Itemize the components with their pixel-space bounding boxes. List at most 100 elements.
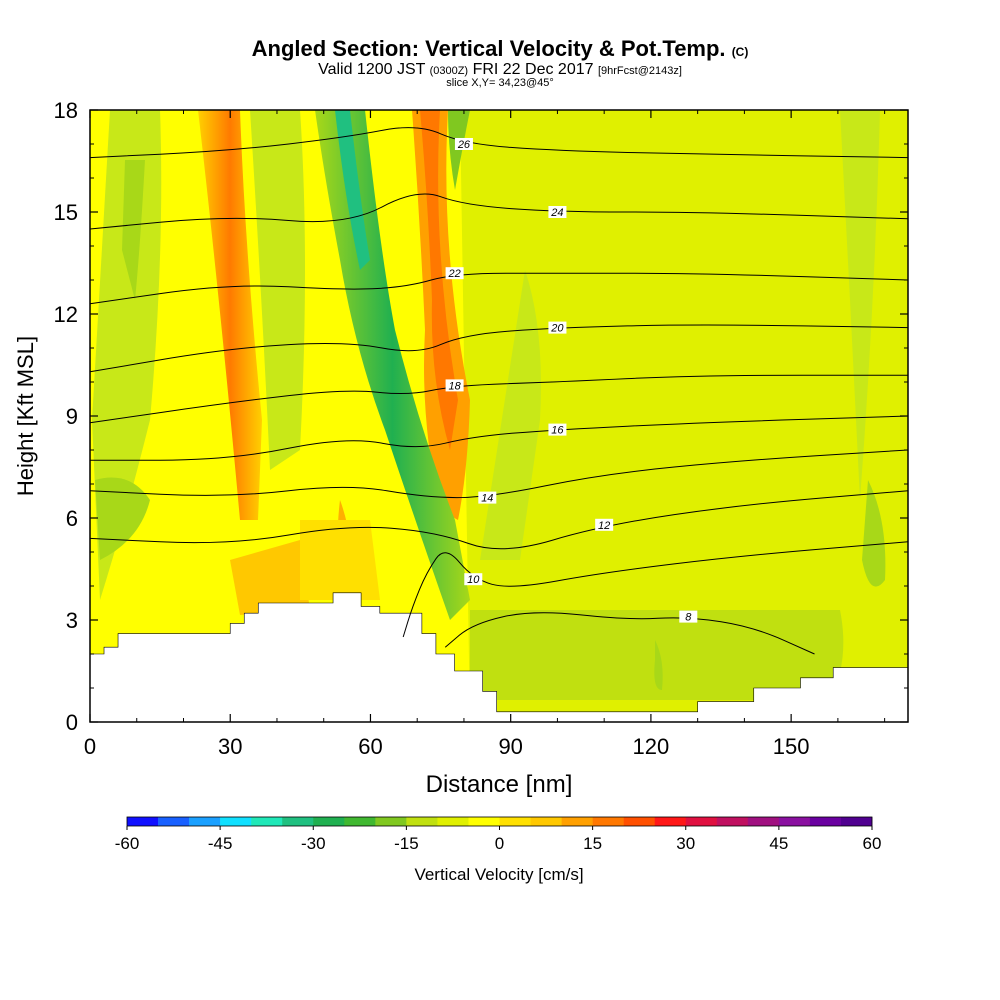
contour-label-bg bbox=[464, 573, 483, 586]
colorbar-swatch bbox=[468, 817, 500, 826]
theta-contour-label: 16 bbox=[551, 425, 564, 437]
chart-title-unit: (C) bbox=[731, 45, 749, 59]
y-axis-label: Height [Kft MSL] bbox=[13, 336, 38, 496]
colorbar-swatch bbox=[747, 817, 780, 826]
colorbar-tick-label: 45 bbox=[769, 834, 788, 853]
contour-label-bg bbox=[454, 138, 473, 150]
theta-contour-label-group: 26 bbox=[454, 138, 473, 151]
updraft-low-left bbox=[230, 540, 310, 615]
theta-contour-label: 24 bbox=[550, 207, 563, 219]
weak-sink-left-1 bbox=[92, 110, 162, 600]
colorbar-tick-label: 30 bbox=[676, 834, 695, 853]
theta-contour-line bbox=[89, 193, 909, 230]
colorbar-swatch bbox=[654, 817, 687, 826]
y-tick-label: 15 bbox=[54, 200, 78, 225]
theta-contour-label-group: 10 bbox=[464, 573, 483, 586]
colorbar-swatch bbox=[716, 817, 749, 826]
theta-contour-label: 8 bbox=[685, 612, 692, 624]
colorbar-swatch bbox=[778, 817, 811, 826]
contour-label-bg bbox=[595, 518, 614, 531]
theta-contour-label-group: 14 bbox=[478, 491, 497, 505]
theta-contour-label: 18 bbox=[448, 380, 461, 392]
y-tick-label: 18 bbox=[54, 98, 78, 123]
subtitle-forecast: [9hrFcst@2143z] bbox=[597, 65, 682, 77]
y-tick-label: 0 bbox=[66, 710, 78, 735]
chart-subtitle: Valid 1200 JST (0300Z) FRI 22 Dec 2017 [… bbox=[0, 61, 1000, 79]
chart-title: Angled Section: Vertical Velocity & Pot.… bbox=[0, 36, 1000, 62]
contour-label-bg bbox=[548, 206, 567, 218]
x-tick-label: 30 bbox=[218, 734, 242, 759]
colorbar-tick-label: -15 bbox=[394, 834, 419, 853]
colorbar-tick-label: -30 bbox=[301, 834, 326, 853]
slice-label: slice X,Y= 34,23@45° bbox=[446, 77, 554, 89]
colorbar-tick-label: 60 bbox=[863, 834, 882, 853]
colorbar-swatch bbox=[282, 817, 314, 826]
y-tick-label: 6 bbox=[66, 506, 78, 531]
weak-sink-left-2 bbox=[122, 160, 145, 300]
axes: 0 30 60 90 120 150 0 3 6 9 12 15 18 bbox=[54, 98, 908, 759]
colorbar-swatch bbox=[840, 817, 873, 826]
colorbar: -60 -45 -30 -15 0 15 30 45 60 bbox=[115, 816, 882, 853]
theta-contour-label: 26 bbox=[457, 139, 471, 151]
colorbar-swatch bbox=[437, 817, 469, 826]
y-tick-label: 3 bbox=[66, 608, 78, 633]
weak-sink-right bbox=[460, 110, 908, 722]
colorbar-swatch bbox=[530, 817, 562, 826]
weak-sink-low-spot bbox=[654, 640, 663, 690]
contour-label-bg bbox=[548, 423, 567, 436]
colorbar-label: Vertical Velocity [cm/s] bbox=[414, 865, 583, 884]
colorbar-swatch bbox=[592, 817, 624, 826]
colorbar-swatch bbox=[406, 817, 438, 826]
theta-contour-label: 20 bbox=[550, 323, 564, 335]
x-tick-label: 150 bbox=[773, 734, 810, 759]
velocity-field bbox=[90, 110, 908, 722]
theta-contour-line bbox=[89, 374, 908, 424]
theta-contour-label-group: 22 bbox=[445, 267, 464, 280]
x-tick-label: 60 bbox=[358, 734, 382, 759]
updraft-band-core bbox=[420, 110, 458, 450]
theta-contour-label-group: 12 bbox=[595, 518, 614, 532]
theta-contour-line bbox=[444, 612, 815, 655]
contour-label-bg bbox=[679, 610, 698, 623]
contour-label-bg bbox=[548, 321, 567, 334]
theta-contour-label: 14 bbox=[481, 493, 493, 505]
theta-contour-line bbox=[89, 490, 909, 550]
x-tick-label: 120 bbox=[633, 734, 670, 759]
theta-contours: 26 24 22 20 18 16 14 12 10 8 bbox=[89, 127, 909, 655]
colorbar-swatch bbox=[127, 817, 159, 826]
colorbar-swatch bbox=[313, 817, 345, 826]
colorbar-swatch bbox=[189, 817, 221, 826]
colorbar-swatch bbox=[375, 817, 407, 826]
theta-contour-label-group: 20 bbox=[548, 321, 567, 335]
colorbar-swatch bbox=[499, 817, 531, 826]
weak-sink-right-spot bbox=[862, 480, 886, 587]
colorbar-swatch bbox=[623, 817, 656, 826]
theta-contour-label-group: 24 bbox=[548, 206, 567, 219]
colorbar-swatch bbox=[251, 817, 283, 826]
x-tick-label: 90 bbox=[498, 734, 522, 759]
downdraft-core bbox=[335, 110, 370, 270]
y-tick-label: 12 bbox=[54, 302, 78, 327]
subtitle-utc: (0300Z) bbox=[429, 65, 469, 77]
theta-contour-line bbox=[89, 127, 909, 159]
contour-label-bg bbox=[478, 491, 497, 504]
theta-contour-label-group: 16 bbox=[548, 423, 567, 437]
terrain-mask bbox=[89, 592, 909, 723]
colorbar-swatch bbox=[344, 817, 376, 826]
theta-contour-label: 12 bbox=[598, 520, 610, 532]
colorbar-tick-label: -60 bbox=[115, 834, 140, 853]
colorbar-swatch bbox=[809, 817, 842, 826]
updraft-band-left bbox=[198, 110, 262, 520]
updraft-low-core bbox=[300, 520, 380, 600]
colorbar-tick-label: 0 bbox=[495, 834, 504, 853]
chart-title-text: Angled Section: Vertical Velocity & Pot.… bbox=[251, 36, 726, 61]
theta-contour-label: 22 bbox=[447, 268, 460, 280]
y-tick-label: 9 bbox=[66, 404, 78, 429]
weak-sink-band-1 bbox=[480, 270, 541, 560]
theta-contour-line bbox=[89, 324, 909, 373]
theta-contour-label-group: 8 bbox=[679, 610, 698, 624]
x-axis-label: Distance [nm] bbox=[426, 771, 573, 798]
theta-contour-line bbox=[89, 449, 909, 499]
contour-label-bg bbox=[445, 379, 464, 392]
